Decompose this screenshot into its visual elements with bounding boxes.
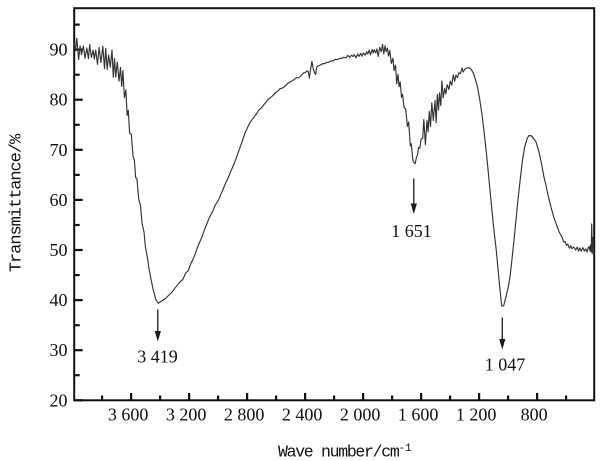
svg-text:3 419: 3 419 [137,347,178,367]
svg-text:70: 70 [50,140,68,160]
svg-text:3 600: 3 600 [108,405,149,425]
svg-text:2 800: 2 800 [224,405,265,425]
svg-text:2 400: 2 400 [282,405,323,425]
svg-text:2 000: 2 000 [340,405,381,425]
svg-text:800: 800 [521,405,548,425]
svg-text:80: 80 [50,90,68,110]
svg-text:90: 90 [50,40,68,60]
svg-text:1 600: 1 600 [398,405,439,425]
svg-text:20: 20 [50,390,68,410]
svg-text:30: 30 [50,340,68,360]
svg-text:1 047: 1 047 [485,355,526,375]
svg-text:1 651: 1 651 [391,221,432,241]
svg-text:1 200: 1 200 [456,405,497,425]
svg-text:50: 50 [50,240,68,260]
svg-text:40: 40 [50,290,68,310]
svg-text:3 200: 3 200 [166,405,207,425]
svg-text:60: 60 [50,190,68,210]
svg-text:Wave number/cm-1: Wave number/cm-1 [278,443,412,461]
svg-text:Transmittance/%: Transmittance/% [8,133,27,272]
